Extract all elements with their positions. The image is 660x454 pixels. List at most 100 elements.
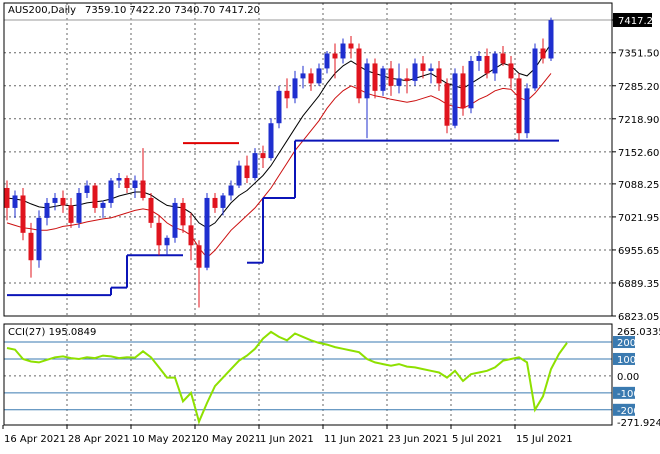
candle: [540, 38, 546, 64]
candle: [252, 148, 258, 181]
y-tick-label: 7021.95: [618, 213, 659, 224]
candle: [108, 178, 114, 208]
candle-body: [108, 180, 114, 203]
candle-body: [308, 73, 314, 84]
candle-body: [324, 53, 330, 69]
candle-body: [244, 165, 250, 179]
candle-body: [228, 185, 234, 196]
x-tick-label: 5 Jul 2021: [452, 434, 502, 445]
candle: [68, 197, 74, 228]
candle-body: [516, 78, 522, 134]
candle: [548, 17, 554, 61]
candle: [156, 215, 162, 256]
candle: [36, 210, 42, 268]
x-tick-label: 10 May 2021: [132, 434, 197, 445]
candle-body: [476, 55, 482, 61]
candle: [516, 73, 522, 141]
y-tick-label: 7088.25: [618, 180, 659, 191]
cci-y-tick-label: 0.00: [617, 372, 639, 383]
candle: [388, 60, 394, 96]
candle: [356, 43, 362, 104]
candle-body: [404, 78, 410, 81]
candle-body: [396, 78, 402, 86]
candle-body: [268, 123, 274, 159]
cci-grid: [4, 324, 612, 425]
candle: [492, 50, 498, 81]
x-tick-label: 20 May 2021: [196, 434, 261, 445]
cci-title: CCI(27) 195.0849: [8, 327, 96, 338]
candle: [180, 197, 186, 233]
cci-panel-frame: [3, 323, 613, 426]
cci-y-tick-label: -100: [617, 389, 640, 400]
candle-body: [452, 73, 458, 126]
candle: [412, 58, 418, 86]
candle-body: [212, 197, 218, 208]
candle-body: [132, 180, 138, 188]
candle: [452, 68, 458, 129]
candle: [308, 68, 314, 91]
candle: [188, 212, 194, 261]
slow-moving-average: [6, 73, 552, 259]
candle-body: [236, 165, 242, 186]
candle: [220, 192, 226, 216]
x-tick-label: 1 Jun 2021: [260, 434, 314, 445]
price-panel-frame: [3, 2, 613, 317]
candle-body: [388, 68, 394, 86]
candle: [428, 63, 434, 84]
candle: [524, 83, 530, 139]
candle-body: [348, 43, 354, 49]
candle: [124, 175, 130, 193]
candle: [484, 48, 490, 79]
candle: [532, 43, 538, 91]
candle: [116, 173, 122, 188]
candle-body: [292, 78, 298, 99]
candle-body: [124, 178, 130, 188]
fast-moving-average: [6, 43, 552, 229]
cci-level-box: [613, 403, 635, 416]
candle-body: [316, 68, 322, 84]
cci-line: [6, 330, 568, 425]
candle-body: [68, 205, 74, 223]
candle: [324, 50, 330, 74]
y-tick-label: 7152.60: [618, 148, 659, 159]
ohlc-readout: 7359.10 7422.20 7340.70 7417.20: [85, 5, 260, 16]
candle-body: [12, 195, 18, 208]
candle: [20, 187, 26, 241]
candle: [148, 192, 154, 228]
y-tick-label: 6889.35: [618, 279, 659, 290]
x-tick-label: 11 Jun 2021: [324, 434, 384, 445]
candle: [340, 38, 346, 64]
candle: [404, 68, 410, 94]
y-tick-label: 7285.20: [618, 82, 659, 93]
candle-body: [340, 43, 346, 59]
candle-body: [420, 63, 426, 71]
candle-body: [172, 202, 178, 238]
candle-body: [380, 68, 386, 91]
candle-body: [100, 202, 106, 208]
y-tick-label: 7218.90: [618, 115, 659, 126]
candle: [348, 36, 354, 59]
candle: [212, 192, 218, 213]
candle: [444, 78, 450, 134]
candle-body: [428, 68, 434, 71]
main-grid: [4, 3, 612, 316]
candle-body: [20, 195, 26, 233]
candle-body: [60, 197, 66, 206]
y-tick-label: 7351.50: [618, 49, 659, 60]
candle: [172, 197, 178, 243]
candle-body: [140, 180, 146, 198]
candle-body: [116, 178, 122, 181]
candle-body: [284, 90, 290, 99]
candle: [28, 222, 34, 278]
candle: [500, 46, 506, 66]
candle: [236, 160, 242, 188]
cci-y-tick-label: 200: [617, 338, 636, 349]
candle-body: [436, 68, 442, 84]
symbol-label: AUS200,Daily: [8, 5, 76, 16]
candle: [100, 200, 106, 218]
current-price-label: 7417.20: [618, 16, 659, 27]
candle: [76, 187, 82, 228]
x-tick-label: 16 Apr 2021: [4, 434, 66, 445]
candle-body: [156, 222, 162, 246]
